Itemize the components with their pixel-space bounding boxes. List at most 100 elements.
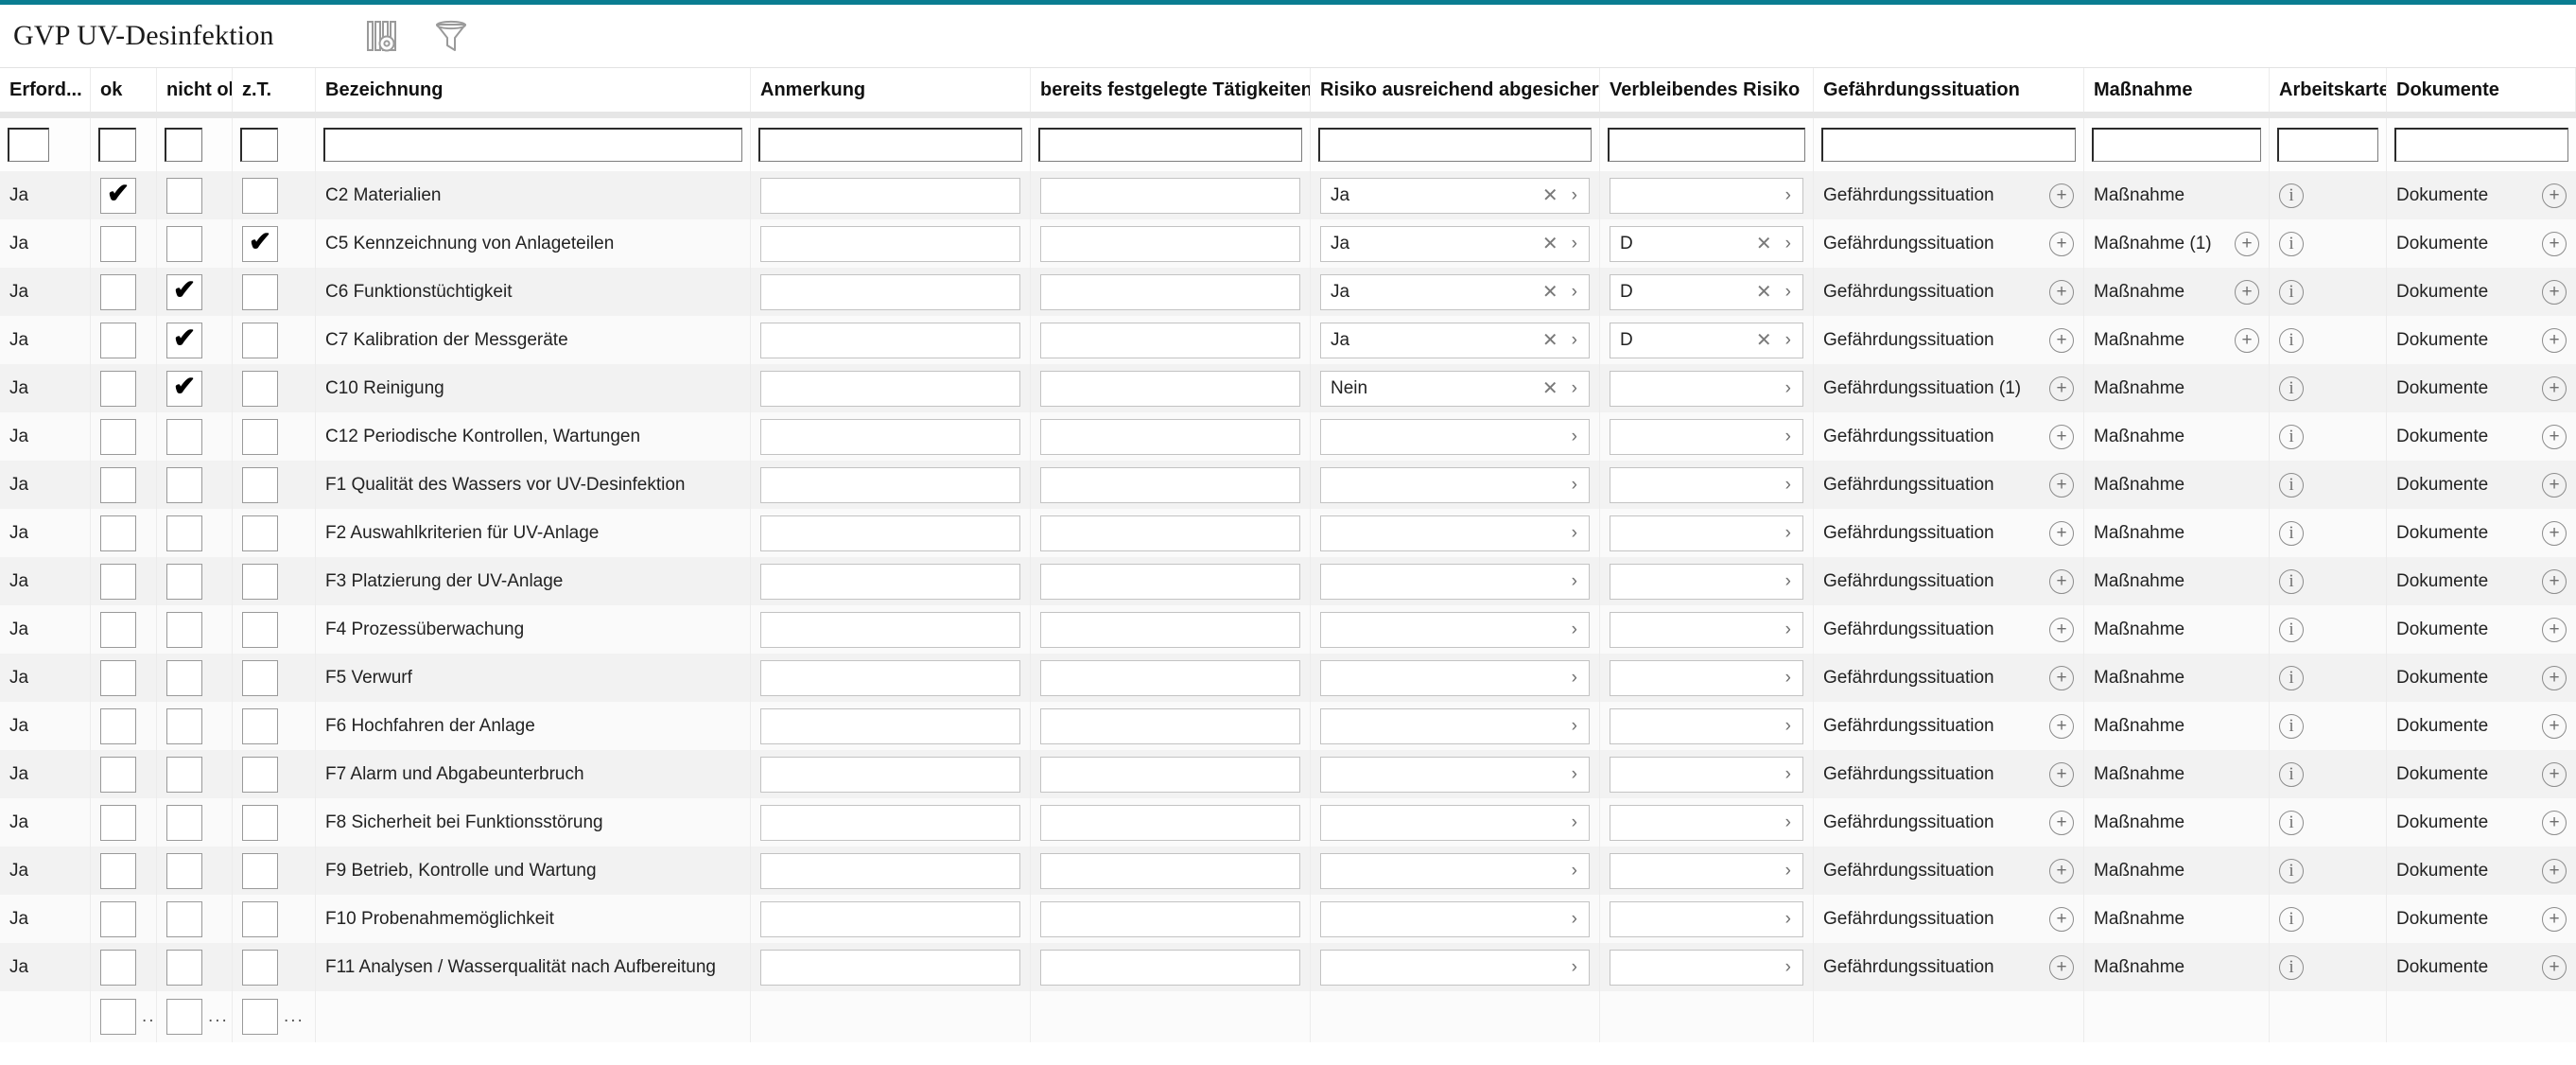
info-icon[interactable]: i: [2279, 617, 2304, 642]
column-header-risiko[interactable]: Risiko ausreichend abgesichert: [1311, 68, 1600, 112]
chevron-right-icon[interactable]: ›: [1571, 861, 1577, 881]
filter-input-massnahme[interactable]: [2092, 128, 2261, 162]
clear-icon[interactable]: ✕: [1755, 233, 1772, 254]
massnahme-label[interactable]: Maßnahme: [2094, 715, 2185, 736]
column-header-zt[interactable]: z.T.: [233, 68, 316, 112]
anmerkung-input[interactable]: [760, 707, 1020, 744]
new-row-cell-anmerkung[interactable]: [751, 991, 1031, 1042]
info-icon[interactable]: i: [2279, 568, 2304, 594]
clear-icon[interactable]: ✕: [1755, 329, 1772, 351]
table-row[interactable]: Ja F1 Qualität des Wassers vor UV-Desinfe…: [0, 461, 2576, 509]
chevron-right-icon[interactable]: ›: [1571, 571, 1577, 591]
new-row-cell-massnahme[interactable]: [2084, 991, 2270, 1042]
chevron-right-icon[interactable]: ›: [1571, 812, 1577, 832]
filter-input-anmerkung[interactable]: [758, 128, 1022, 162]
dokumente-label[interactable]: Dokumente: [2396, 860, 2489, 881]
bezeichnung-cell[interactable]: F1 Qualität des Wassers vor UV-Desinfekt…: [316, 461, 751, 509]
add-dokumente-icon[interactable]: +: [2542, 327, 2567, 353]
table-row[interactable]: Ja F7 Alarm und Abgabeunterbruch › › Gefährd…: [0, 750, 2576, 798]
add-gefaehrdungssituation-icon[interactable]: +: [2049, 761, 2074, 787]
info-icon[interactable]: i: [2279, 906, 2304, 932]
nicht-ok-checkbox[interactable]: [166, 804, 202, 841]
column-header-erford[interactable]: Erford...: [0, 68, 91, 112]
add-gefaehrdungssituation-icon[interactable]: +: [2049, 520, 2074, 546]
table-row[interactable]: Ja F5 Verwurf › › Gefährdungssituation + Maßna…: [0, 654, 2576, 702]
verbleibendes-risiko-select[interactable]: ›: [1610, 949, 1803, 986]
risiko-select[interactable]: Ja ✕ ›: [1320, 225, 1590, 262]
dokumente-label[interactable]: Dokumente: [2396, 715, 2489, 736]
anmerkung-input[interactable]: [760, 900, 1020, 937]
zt-checkbox[interactable]: [242, 707, 278, 744]
add-dokumente-icon[interactable]: +: [2542, 858, 2567, 883]
chevron-right-icon[interactable]: ›: [1784, 330, 1791, 350]
verbleibendes-risiko-select[interactable]: ›: [1610, 515, 1803, 551]
gefaehrdungssituation-label[interactable]: Gefährdungssituation: [1823, 426, 1994, 446]
column-header-arbeitskarte[interactable]: Arbeitskarte: [2270, 68, 2387, 112]
anmerkung-input[interactable]: [760, 804, 1020, 841]
ok-checkbox[interactable]: [100, 756, 136, 793]
dokumente-label[interactable]: Dokumente: [2396, 426, 2489, 446]
verbleibendes-risiko-select[interactable]: ›: [1610, 900, 1803, 937]
massnahme-label[interactable]: Maßnahme: [2094, 570, 2185, 591]
column-header-verbleibendes-risiko[interactable]: Verbleibendes Risiko: [1600, 68, 1814, 112]
massnahme-label[interactable]: Maßnahme: [2094, 619, 2185, 639]
info-icon[interactable]: i: [2279, 954, 2304, 980]
bezeichnung-cell[interactable]: C12 Periodische Kontrollen, Wartungen: [316, 412, 751, 461]
info-icon[interactable]: i: [2279, 279, 2304, 305]
dokumente-label[interactable]: Dokumente: [2396, 522, 2489, 543]
zt-checkbox[interactable]: [242, 418, 278, 455]
chevron-right-icon[interactable]: ›: [1571, 523, 1577, 543]
anmerkung-input[interactable]: [760, 949, 1020, 986]
add-dokumente-icon[interactable]: +: [2542, 665, 2567, 690]
table-row[interactable]: Ja F4 Prozessüberwachung › › Gefährdungssitu…: [0, 605, 2576, 654]
massnahme-label[interactable]: Maßnahme: [2094, 956, 2185, 977]
table-row[interactable]: Ja F11 Analysen / Wasserqualität nach Auf…: [0, 943, 2576, 991]
verbleibendes-risiko-select[interactable]: D ✕ ›: [1610, 322, 1803, 358]
dokumente-label[interactable]: Dokumente: [2396, 329, 2489, 350]
add-gefaehrdungssituation-icon[interactable]: +: [2049, 472, 2074, 498]
nicht-ok-checkbox[interactable]: [166, 611, 202, 648]
gefaehrdungssituation-label[interactable]: Gefährdungssituation: [1823, 667, 1994, 688]
ok-checkbox[interactable]: [100, 707, 136, 744]
chevron-right-icon[interactable]: ›: [1784, 764, 1791, 784]
nicht-ok-checkbox[interactable]: [166, 707, 202, 744]
add-dokumente-icon[interactable]: +: [2542, 906, 2567, 932]
table-row[interactable]: Ja F3 Platzierung der UV-Anlage › › Gefährdu…: [0, 557, 2576, 605]
column-header-taetigkeiten[interactable]: bereits festgelegte Tätigkeiten: [1031, 68, 1311, 112]
nicht-ok-checkbox[interactable]: [166, 515, 202, 551]
nicht-ok-checkbox[interactable]: [166, 949, 202, 986]
new-entry-row[interactable]: ... ... ...: [0, 991, 2576, 1042]
add-gefaehrdungssituation-icon[interactable]: +: [2049, 954, 2074, 980]
anmerkung-input[interactable]: [760, 611, 1020, 648]
nicht-ok-checkbox[interactable]: [166, 418, 202, 455]
clear-icon[interactable]: ✕: [1541, 281, 1558, 303]
anmerkung-input[interactable]: [760, 659, 1020, 696]
new-row-cell-arbeitskarte[interactable]: [2270, 991, 2387, 1042]
new-row-checkbox-zt[interactable]: [242, 999, 278, 1035]
massnahme-label[interactable]: Maßnahme: [2094, 426, 2185, 446]
ok-checkbox[interactable]: [100, 466, 136, 503]
chevron-right-icon[interactable]: ›: [1571, 668, 1577, 688]
risiko-select[interactable]: ›: [1320, 707, 1590, 744]
gefaehrdungssituation-label[interactable]: Gefährdungssituation: [1823, 570, 1994, 591]
filter-icon[interactable]: [431, 16, 471, 56]
gefaehrdungssituation-label[interactable]: Gefährdungssituation: [1823, 329, 1994, 350]
add-gefaehrdungssituation-icon[interactable]: +: [2049, 713, 2074, 739]
filter-input-ok[interactable]: [98, 128, 136, 162]
massnahme-label[interactable]: Maßnahme: [2094, 329, 2185, 350]
column-header-dokumente[interactable]: Dokumente: [2387, 68, 2576, 112]
gefaehrdungssituation-label[interactable]: Gefährdungssituation: [1823, 908, 1994, 929]
taetigkeiten-input[interactable]: [1040, 900, 1300, 937]
taetigkeiten-input[interactable]: [1040, 949, 1300, 986]
new-row-cell-dokumente[interactable]: [2387, 991, 2576, 1042]
chevron-right-icon[interactable]: ›: [1571, 716, 1577, 736]
zt-checkbox[interactable]: [242, 756, 278, 793]
risiko-select[interactable]: ›: [1320, 466, 1590, 503]
add-dokumente-icon[interactable]: +: [2542, 761, 2567, 787]
new-row-cell-verbleibendes-risiko[interactable]: [1600, 991, 1814, 1042]
nicht-ok-checkbox[interactable]: [166, 852, 202, 889]
nicht-ok-checkbox[interactable]: [166, 225, 202, 262]
ok-checkbox[interactable]: [100, 949, 136, 986]
chevron-right-icon[interactable]: ›: [1784, 185, 1791, 205]
massnahme-label[interactable]: Maßnahme: [2094, 377, 2185, 398]
